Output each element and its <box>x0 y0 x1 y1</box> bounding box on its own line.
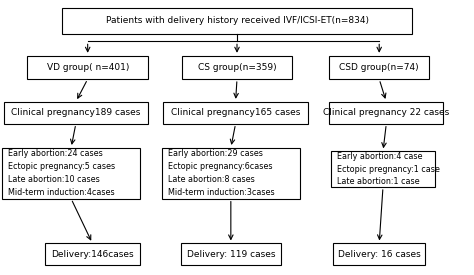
Text: Delivery: 119 cases: Delivery: 119 cases <box>187 250 275 259</box>
Text: Clinical pregnancy 22 cases: Clinical pregnancy 22 cases <box>323 108 449 117</box>
FancyBboxPatch shape <box>162 148 300 199</box>
FancyBboxPatch shape <box>333 243 425 265</box>
Text: Delivery:146cases: Delivery:146cases <box>51 250 134 259</box>
FancyBboxPatch shape <box>181 243 281 265</box>
FancyBboxPatch shape <box>45 243 140 265</box>
FancyBboxPatch shape <box>329 56 429 79</box>
Text: Clinical pregnancy165 cases: Clinical pregnancy165 cases <box>171 108 300 117</box>
FancyBboxPatch shape <box>182 56 292 79</box>
FancyBboxPatch shape <box>62 7 412 34</box>
Text: Early abortion:24 cases
Ectopic pregnancy:5 cases
Late abortion:10 cases
Mid-ter: Early abortion:24 cases Ectopic pregnanc… <box>8 150 115 197</box>
Text: CSD group(n=74): CSD group(n=74) <box>339 63 419 72</box>
Text: Patients with delivery history received IVF/ICSI-ET(n=834): Patients with delivery history received … <box>106 16 368 25</box>
FancyBboxPatch shape <box>27 56 148 79</box>
FancyBboxPatch shape <box>4 102 148 124</box>
Text: Early abortion:4 case
Ectopic pregnancy:1 case
Late abortion:1 case: Early abortion:4 case Ectopic pregnancy:… <box>337 152 440 186</box>
FancyBboxPatch shape <box>163 102 308 124</box>
Text: Delivery: 16 cases: Delivery: 16 cases <box>338 250 420 259</box>
Text: Clinical pregnancy189 cases: Clinical pregnancy189 cases <box>11 108 140 117</box>
FancyBboxPatch shape <box>329 102 443 124</box>
FancyBboxPatch shape <box>331 151 435 187</box>
Text: CS group(n=359): CS group(n=359) <box>198 63 276 72</box>
Text: VD group( n=401): VD group( n=401) <box>46 63 129 72</box>
Text: Early abortion:29 cases
Ectopic pregnancy:6cases
Late abortion:8 cases
Mid-term : Early abortion:29 cases Ectopic pregnanc… <box>168 150 274 197</box>
FancyBboxPatch shape <box>2 148 140 199</box>
